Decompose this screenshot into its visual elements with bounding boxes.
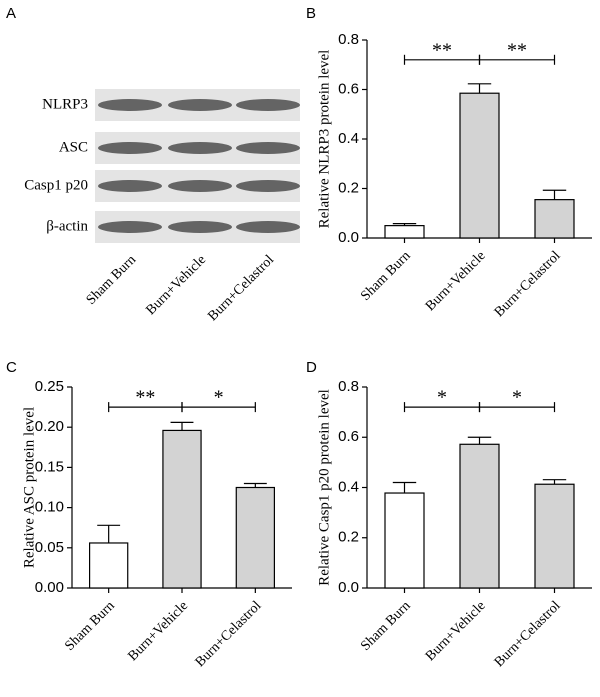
significance-label: * <box>437 387 447 409</box>
y-tick-label: 0.2 <box>338 179 359 196</box>
lane-label: Sham Burn <box>84 252 139 307</box>
y-tick-label: 0.8 <box>338 31 359 48</box>
blot-band <box>236 221 300 233</box>
blot-band <box>168 221 232 233</box>
y-tick-label: 0.6 <box>338 80 359 97</box>
x-tick-label: Burn+Celastrol <box>193 598 265 670</box>
y-tick-label: 0.6 <box>338 428 359 445</box>
lane-label: Burn+Vehicle <box>143 252 209 318</box>
protein-label: β-actin <box>46 218 88 234</box>
bar <box>534 199 575 239</box>
y-tick-label: 0.4 <box>338 478 359 495</box>
x-tick-label: Burn+Vehicle <box>423 598 489 664</box>
significance-label: ** <box>135 387 155 409</box>
y-axis-label: Relative ASC protein level <box>21 407 37 568</box>
blot-band <box>236 180 300 192</box>
bar <box>88 542 129 589</box>
protein-label: ASC <box>59 139 88 155</box>
significance-label: ** <box>507 39 527 61</box>
blot-band <box>236 142 300 154</box>
significance-label: * <box>214 387 224 409</box>
y-tick-label: 0.4 <box>338 130 359 147</box>
y-tick-label: 0.05 <box>35 539 64 556</box>
y-tick-label: 0.8 <box>338 378 359 395</box>
panel-label: A <box>6 5 16 22</box>
y-axis-label: Relative Casp1 p20 protein level <box>316 389 332 586</box>
y-tick-label: 0.00 <box>35 579 64 596</box>
y-tick-label: 0.0 <box>338 229 359 246</box>
panel-label: D <box>306 359 317 376</box>
blot-band <box>98 142 162 154</box>
significance-label: * <box>512 387 522 409</box>
panel-label: B <box>306 5 316 22</box>
panel-label: C <box>6 359 17 376</box>
y-tick-label: 0.15 <box>35 458 64 475</box>
y-tick-label: 0.10 <box>35 499 64 516</box>
y-tick-label: 0.0 <box>338 579 359 596</box>
bar <box>459 92 500 239</box>
protein-label: NLRP3 <box>42 96 88 112</box>
x-tick-label: Burn+Vehicle <box>423 248 489 314</box>
lane-label: Burn+Celastrol <box>205 252 277 324</box>
x-tick-label: Burn+Vehicle <box>125 598 191 664</box>
blot-band <box>98 180 162 192</box>
y-tick-label: 0.25 <box>35 378 64 395</box>
blot-band <box>236 99 300 111</box>
bar <box>384 492 425 589</box>
protein-label: Casp1 p20 <box>24 177 88 193</box>
blot-band <box>98 99 162 111</box>
y-tick-label: 0.2 <box>338 529 359 546</box>
x-tick-label: Burn+Celastrol <box>492 248 564 320</box>
bar <box>534 483 575 589</box>
y-axis-label: Relative NLRP3 protein level <box>316 50 332 229</box>
bar <box>384 225 425 239</box>
blot-band <box>168 99 232 111</box>
x-tick-label: Sham Burn <box>358 248 413 303</box>
blot-band <box>168 142 232 154</box>
x-tick-label: Sham Burn <box>358 598 413 653</box>
x-tick-label: Sham Burn <box>62 598 117 653</box>
blot-band <box>98 221 162 233</box>
bar <box>235 486 275 589</box>
bar <box>162 429 202 589</box>
significance-label: ** <box>432 39 452 61</box>
x-tick-label: Burn+Celastrol <box>492 598 564 670</box>
bar <box>459 443 500 589</box>
blot-band <box>168 180 232 192</box>
y-tick-label: 0.20 <box>35 418 64 435</box>
